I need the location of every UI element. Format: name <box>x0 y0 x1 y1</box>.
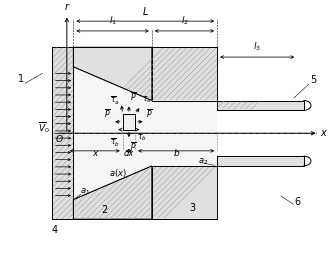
Text: $\overline{P}$: $\overline{P}$ <box>146 108 153 121</box>
Text: $\overline{p}$: $\overline{p}$ <box>130 141 137 153</box>
Text: L: L <box>143 7 148 17</box>
Text: O: O <box>56 135 63 145</box>
Text: $\overline{\tau}_a$: $\overline{\tau}_a$ <box>110 94 120 107</box>
Text: r: r <box>65 2 69 12</box>
Text: $\tau_a$: $\tau_a$ <box>142 95 151 105</box>
Polygon shape <box>73 47 152 101</box>
Bar <box>123 114 135 130</box>
Polygon shape <box>217 101 304 110</box>
Text: $l_2$: $l_2$ <box>180 14 188 27</box>
Text: $\overline{P}$: $\overline{P}$ <box>130 91 137 103</box>
Text: x: x <box>92 149 98 158</box>
Polygon shape <box>73 166 152 219</box>
Text: dx: dx <box>124 149 134 158</box>
Text: $\overline{\tau}_b$: $\overline{\tau}_b$ <box>110 137 120 149</box>
Text: $l_1$: $l_1$ <box>109 14 117 27</box>
Text: 1: 1 <box>18 74 24 84</box>
Text: 5: 5 <box>310 75 317 85</box>
Polygon shape <box>73 67 217 200</box>
Text: 2: 2 <box>101 205 108 215</box>
Text: $\overline{V}_0$: $\overline{V}_0$ <box>38 120 50 135</box>
Text: b: b <box>173 149 179 158</box>
Polygon shape <box>152 166 217 219</box>
Text: $a_1$: $a_1$ <box>80 186 90 197</box>
Polygon shape <box>217 156 304 166</box>
Text: $a(x)$: $a(x)$ <box>109 167 127 179</box>
Text: 3: 3 <box>189 203 196 213</box>
Text: 4: 4 <box>52 225 58 234</box>
Polygon shape <box>52 47 73 219</box>
Text: x: x <box>321 128 326 138</box>
Text: $a_2$: $a_2$ <box>197 156 208 167</box>
Text: 6: 6 <box>294 197 300 207</box>
Text: $\overline{P}$: $\overline{P}$ <box>104 108 110 121</box>
Text: $l_3$: $l_3$ <box>253 40 261 53</box>
Polygon shape <box>152 47 217 101</box>
Text: $\tau_b$: $\tau_b$ <box>137 133 147 143</box>
